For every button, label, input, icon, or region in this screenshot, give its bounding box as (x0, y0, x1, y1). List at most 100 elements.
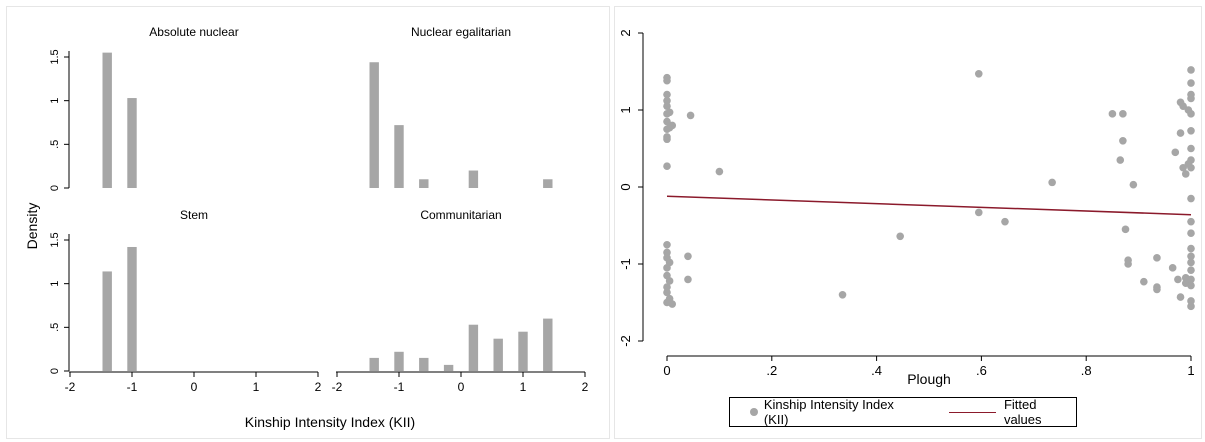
scatter-point (663, 102, 671, 110)
legend-marker-line (949, 411, 996, 413)
histogram-bar (543, 179, 553, 188)
scatter-point (1129, 180, 1138, 189)
histogram-panel: Absolute nuclear 0.5 1 1.5 Nuclear egalitari… (6, 6, 610, 439)
histogram-bar (543, 318, 553, 371)
x-axis-title: Plough (907, 371, 951, 387)
scatter-point (1187, 156, 1195, 164)
y-tick-label: 1 (49, 281, 61, 287)
scatter-point (1187, 252, 1195, 261)
histogram-bar (102, 52, 112, 189)
scatter-point (1121, 225, 1130, 234)
scatter-point (1171, 148, 1180, 157)
scatter-point (1187, 110, 1195, 118)
x-tick-label: 2 (315, 380, 322, 394)
scatter-point (1168, 264, 1177, 272)
scatter-point (663, 76, 671, 85)
facet-title: Stem (180, 208, 208, 222)
x-tick-label: -1 (127, 380, 138, 394)
scatter-point (663, 117, 671, 126)
y-tick-label: 0 (49, 185, 61, 191)
scatter-point (1124, 260, 1132, 268)
scatter-point (1048, 178, 1056, 187)
scatter-point (1119, 137, 1127, 145)
y-tick-label: .5 (49, 140, 61, 149)
scatter-point (1108, 110, 1117, 118)
scatter-point (686, 111, 695, 120)
legend-label-kii: Kinship Intensity Index (KII) (763, 397, 894, 427)
histogram-bar (419, 357, 429, 371)
scatter-point (974, 208, 983, 217)
scatter-point (665, 277, 674, 285)
x-tick-label: -2 (65, 380, 76, 394)
y-tick-label: 0 (618, 183, 633, 190)
x-tick-label: 2 (582, 380, 589, 394)
scatter-point (663, 125, 671, 134)
scatter-point (1187, 194, 1195, 203)
scatter-point (896, 232, 904, 241)
histogram-bar (369, 357, 379, 371)
legend-item-fitted: Fitted values (919, 397, 1076, 427)
x-tick-label: .2 (766, 363, 777, 378)
facet-title: Communitarian (420, 208, 501, 222)
y-tick-label: 1.5 (49, 49, 61, 64)
y-axis-title: Density (24, 203, 40, 250)
scatter-point (1187, 163, 1195, 172)
scatter-point (684, 275, 692, 284)
histogram-bar (394, 351, 404, 371)
scatter-point (1187, 266, 1195, 274)
x-tick-label: -2 (332, 380, 343, 394)
scatter-point (1187, 79, 1195, 87)
scatter-point (663, 283, 671, 291)
fitted-line (666, 195, 1192, 216)
scatter-point (1187, 297, 1195, 305)
scatter-point (1187, 126, 1195, 135)
histogram-bar (127, 98, 137, 188)
scatter-point (838, 291, 847, 299)
x-tick-label: 1 (253, 380, 260, 394)
scatter-chart: -2 -1 0 1 2 0 .2 .4 .6 .8 1 Plough (618, 29, 1195, 387)
scatter-point (663, 248, 671, 257)
scatter-point (663, 90, 671, 99)
histogram-bar (468, 170, 479, 188)
scatter-point (668, 300, 677, 308)
y-tick-label: 1 (49, 98, 61, 104)
scatter-point (1187, 217, 1195, 226)
legend-label-fitted: Fitted values (1003, 397, 1042, 427)
histogram-bar (127, 246, 137, 371)
histogram-bar (518, 331, 528, 371)
scatter-point (1187, 281, 1195, 290)
scatter-point (1119, 110, 1127, 118)
scatter-point (1174, 275, 1182, 284)
scatter-point (663, 96, 671, 105)
scatter-point (1187, 94, 1195, 103)
scatter-point (1153, 254, 1161, 262)
histogram-bar (419, 179, 429, 188)
x-tick-label: 0 (663, 363, 670, 378)
scatter-point (1181, 170, 1190, 178)
y-tick-label: -1 (618, 258, 633, 270)
facet-title: Absolute nuclear (149, 25, 238, 39)
scatter-point (663, 135, 671, 144)
y-tick-label: -2 (618, 335, 633, 347)
scatter-panel: -2 -1 0 1 2 0 .2 .4 .6 .8 1 Plough Kinship Intensit… (614, 6, 1202, 439)
x-tick-label: 1 (520, 380, 527, 394)
x-tick-label: .8 (1081, 363, 1092, 378)
scatter-point (663, 288, 671, 297)
scatter-point (1140, 277, 1148, 286)
histogram-bar (102, 271, 112, 371)
legend-marker-dot (750, 408, 758, 416)
scatter-legend: Kinship Intensity Index (KII) Fitted val… (729, 397, 1077, 427)
scatter-point (1187, 144, 1195, 153)
scatter-point (1187, 229, 1195, 237)
x-tick-label: 0 (458, 380, 465, 394)
scatter-point (974, 70, 983, 78)
x-tick-label: -1 (394, 380, 405, 394)
scatter-point (663, 110, 671, 118)
scatter-point (1176, 293, 1185, 301)
scatter-point (684, 252, 692, 261)
histogram-bar (468, 324, 479, 371)
scatter-point (663, 162, 671, 171)
histogram-bar (394, 125, 404, 188)
scatter-point (1179, 163, 1187, 172)
